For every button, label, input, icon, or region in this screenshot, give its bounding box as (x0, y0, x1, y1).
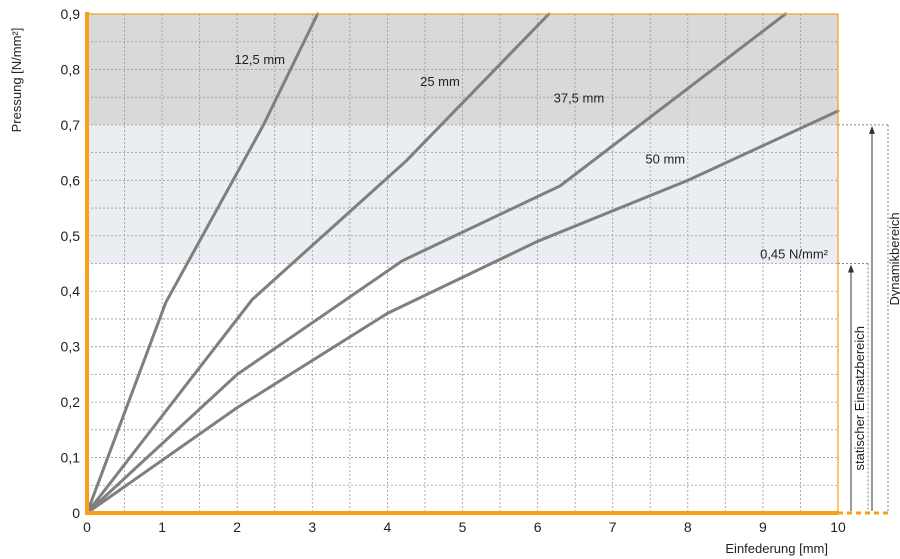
series-label: 50 mm (645, 152, 685, 167)
y-tick-label: 0 (72, 505, 80, 521)
threshold-label: 0,45 N/mm² (760, 247, 829, 262)
x-tick-label: 5 (459, 519, 467, 535)
series-line-1 (85, 12, 551, 515)
static-range-label: statischer Einsatzbereich (852, 326, 867, 471)
x-tick-label: 10 (830, 519, 846, 535)
series-line-2 (85, 12, 787, 515)
x-tick-label: 2 (233, 519, 241, 535)
series-line-0 (85, 12, 320, 515)
x-tick-label: 4 (384, 519, 392, 535)
y-tick-label: 0,2 (61, 394, 81, 410)
y-tick-label: 0,9 (61, 6, 81, 22)
series-line-3 (85, 109, 840, 515)
x-tick-label: 0 (83, 519, 91, 535)
y-tick-label: 0,8 (61, 61, 81, 77)
range-annotations: 0,45 N/mm² statischer Einsatzbereich Dyn… (760, 124, 900, 511)
x-tick-label: 3 (308, 519, 316, 535)
y-tick-label: 0,6 (61, 172, 81, 188)
x-tick-label: 8 (684, 519, 692, 535)
x-axis-title: Einfederung [mm] (725, 541, 828, 556)
dynamic-range-label: Dynamikbereich (887, 212, 900, 305)
x-tick-label: 7 (609, 519, 617, 535)
x-tick-label: 6 (534, 519, 542, 535)
data-series (85, 12, 840, 515)
series-label: 12,5 mm (234, 52, 285, 67)
y-tick-label: 0,1 (61, 450, 81, 466)
y-tick-label: 0,4 (61, 283, 81, 299)
y-axis-title: Pressung [N/mm²] (9, 28, 24, 133)
y-tick-label: 0,7 (61, 117, 81, 133)
dynamic-arrow-head (869, 125, 875, 134)
x-tick-label: 9 (759, 519, 767, 535)
x-tick-labels: 0 1 2 3 4 5 6 7 8 9 10 (83, 519, 846, 535)
series-label: 37,5 mm (554, 91, 605, 106)
series-label: 25 mm (420, 74, 460, 89)
static-arrow-head (848, 264, 854, 273)
y-tick-labels: 0 0,1 0,2 0,3 0,4 0,5 0,6 0,7 0,8 0,9 (61, 6, 81, 521)
x-tick-label: 1 (158, 519, 166, 535)
axes (85, 12, 890, 515)
y-tick-label: 0,3 (61, 339, 81, 355)
y-tick-label: 0,5 (61, 228, 81, 244)
series-labels: 12,5 mm 25 mm 37,5 mm 50 mm (234, 52, 685, 167)
